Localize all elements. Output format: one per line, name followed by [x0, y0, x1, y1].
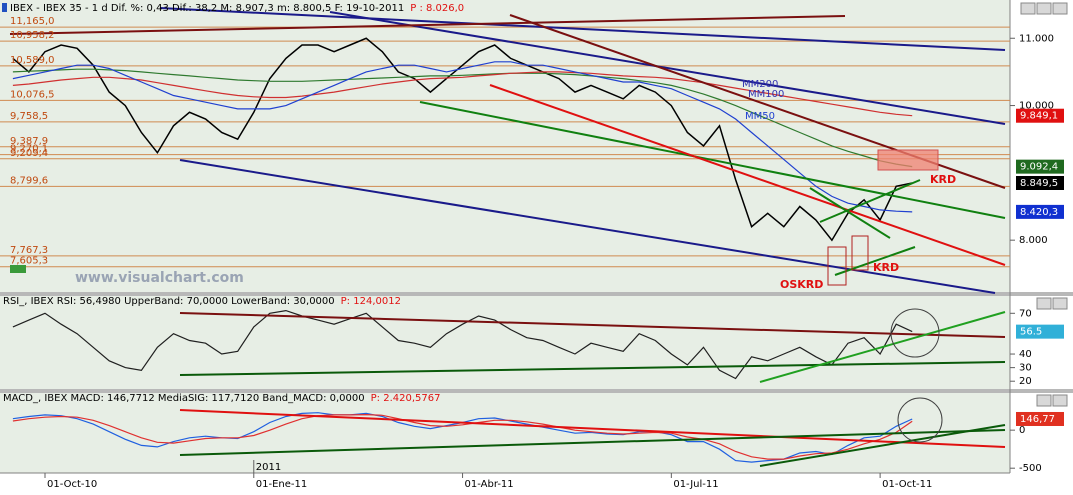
trend-line	[819, 179, 921, 223]
close-button[interactable]	[1052, 2, 1068, 15]
highlight-box	[851, 235, 869, 271]
series-line	[12, 61, 913, 213]
y-tick-label: 10.000	[1019, 101, 1054, 112]
value-marker	[1016, 175, 1064, 190]
x-tick-label: 01-Jul-11	[673, 479, 718, 490]
panel-title: MACD_, IBEX MACD: 146,7712 MediaSIG: 117…	[3, 393, 365, 404]
level-label: 9,387,9	[10, 136, 48, 147]
trend-line	[179, 159, 996, 294]
value-marker-label: 8.849,5	[1020, 178, 1058, 189]
trend-line	[809, 187, 891, 239]
value-marker	[1016, 204, 1064, 219]
panel-title: IBEX - IBEX 35 - 1 d Dif. %: 0,43 Dif.: …	[10, 3, 404, 14]
level-label: 10,076,5	[10, 89, 55, 100]
y-tick-label: 8.000	[1019, 235, 1048, 246]
trend-line	[419, 101, 1006, 219]
trend-line	[159, 7, 1006, 51]
panel-subtitle: P : 8.026,0	[410, 3, 464, 14]
close-button[interactable]	[1052, 297, 1068, 310]
panel-title: RSI_, IBEX RSI: 56,4980 UpperBand: 70,00…	[3, 296, 335, 307]
series-line	[12, 309, 913, 380]
series-label: MM200	[742, 79, 778, 90]
trend-line	[329, 11, 1006, 125]
level-label: 11,165,0	[10, 16, 55, 27]
level-label: 9,270,1	[10, 144, 48, 155]
value-marker	[1016, 108, 1064, 123]
level-label: 7,605,3	[10, 256, 48, 267]
panel-subtitle: P: 124,0012	[341, 296, 401, 307]
rsi-panel	[0, 296, 1010, 389]
value-marker	[1016, 411, 1064, 426]
trend-line	[9, 15, 846, 35]
value-marker-label: 146,77	[1020, 414, 1055, 425]
trend-line	[489, 84, 1006, 266]
trend-line	[759, 424, 1006, 467]
macd-panel	[0, 393, 1010, 473]
trend-line	[179, 361, 1006, 376]
value-marker-label: 9.092,4	[1020, 162, 1058, 173]
series-line	[12, 71, 913, 117]
series-label: MM100	[748, 89, 784, 100]
x-tick-label: 01-Oct-10	[47, 479, 97, 490]
highlight-box	[827, 246, 847, 286]
separator	[0, 292, 1073, 296]
separator	[0, 389, 1073, 393]
value-marker-label: 9.849,1	[1020, 111, 1058, 122]
header-icon	[2, 3, 7, 12]
x-tick-label: 01-Abr-11	[465, 479, 514, 490]
x-tick-label: 01-Oct-11	[882, 479, 932, 490]
close-button[interactable]	[1052, 394, 1068, 407]
series-line	[12, 68, 913, 168]
y-tick-label: -500	[1019, 463, 1042, 474]
label-layer: 11,165,0 10,958,2 10,589,0 10,076,5 9,758,5 9…	[3, 3, 1064, 490]
level-label: 7,767,3	[10, 245, 48, 256]
trend-line	[179, 312, 1006, 338]
trend-line	[834, 246, 916, 276]
trend-line	[179, 409, 1006, 448]
level-label: 9,758,5	[10, 111, 48, 122]
series-label: MM50	[745, 111, 775, 122]
x-tick-label: 01-Ene-11	[256, 479, 307, 490]
price-panel	[0, 0, 1010, 292]
drawing-tools	[9, 7, 1006, 467]
y-tick-label: 20	[1019, 376, 1032, 387]
maximize-button[interactable]	[1036, 2, 1052, 15]
panel-subtitle: P: 2.420,5767	[371, 393, 441, 404]
level-label: 8,799,6	[10, 175, 48, 186]
level-label: 9,209,4	[10, 148, 48, 159]
highlight-circle	[890, 308, 940, 358]
y-tick-label: 40	[1019, 349, 1032, 360]
y-tick-label: 11.000	[1019, 33, 1054, 44]
highlight-circle	[897, 397, 943, 443]
annotation: KRD	[873, 261, 899, 274]
annotation: KRD	[930, 173, 956, 186]
maximize-button[interactable]	[1036, 394, 1052, 407]
value-marker	[1016, 159, 1064, 174]
level-label: 10,958,2	[10, 30, 55, 41]
minimize-button[interactable]	[1020, 2, 1036, 15]
level-label: 10,589,0	[10, 55, 55, 66]
series-line	[12, 37, 913, 242]
maximize-button[interactable]	[1036, 297, 1052, 310]
value-marker-label: 8.420,3	[1020, 207, 1058, 218]
value-marker-label: 56.5	[1020, 327, 1042, 338]
trend-line	[179, 429, 1006, 456]
watermark-icon	[10, 265, 26, 273]
plot-layer	[0, 26, 1010, 463]
y-tick-label: 70	[1019, 308, 1032, 319]
series-line	[12, 413, 913, 460]
watermark: www.visualchart.com	[75, 270, 244, 286]
value-marker	[1016, 324, 1064, 339]
year-label: 2011	[256, 462, 281, 473]
y-tick-label: 30	[1019, 363, 1032, 374]
trend-line	[759, 311, 1006, 383]
y-tick-label: 0	[1019, 425, 1025, 436]
highlight-box	[877, 149, 939, 171]
annotation: OSKRD	[780, 278, 823, 291]
